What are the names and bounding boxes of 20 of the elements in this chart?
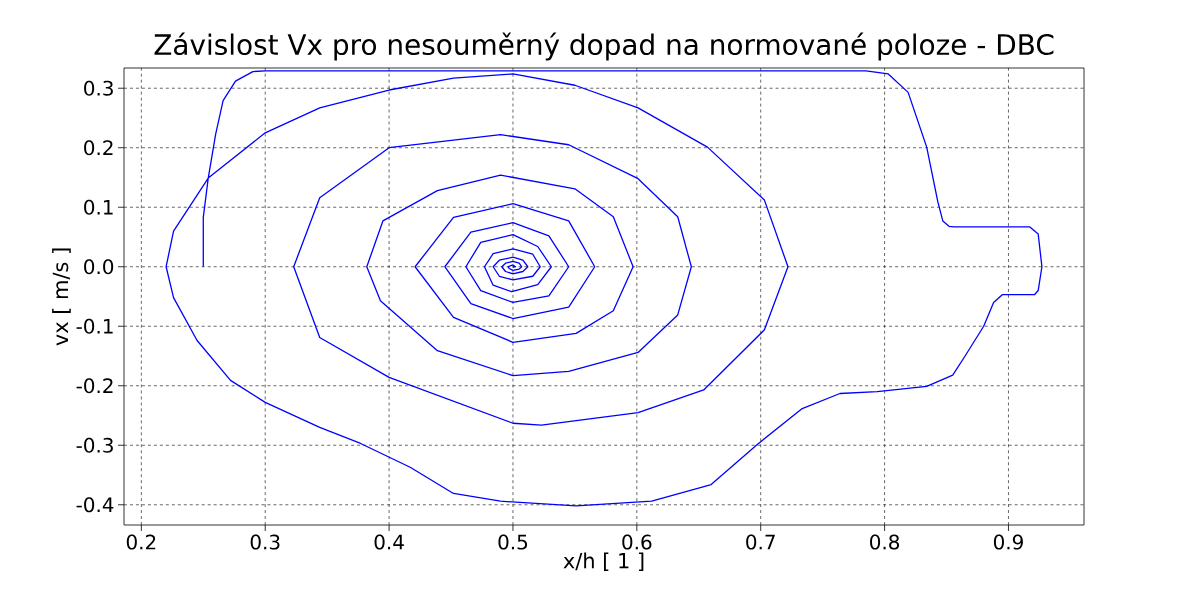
y-tick-label: -0.4 [76,497,114,513]
line-series [165,70,1043,507]
x-axis-title: x/h [ 1 ] [563,552,644,572]
y-tick-label: 0.3 [84,80,113,96]
y-tick-label: 0.0 [84,259,114,275]
y-axis-title: vx [ m/s ] [52,248,71,346]
y-tick-label: -0.1 [76,318,113,334]
y-tick-label: -0.3 [76,437,113,453]
y-tick-label: -0.2 [76,378,113,394]
y-tick-label: 0.1 [84,199,113,215]
y-tick-label: 0.2 [84,140,113,156]
x-tick-label: 0.5 [498,534,528,550]
x-tick-label: 0.3 [250,534,280,550]
x-tick-label: 0.9 [993,534,1023,550]
x-tick-label: 0.7 [746,534,775,550]
x-tick-label: 0.6 [622,534,652,550]
x-tick-label: 0.2 [126,534,156,550]
chart-title: Závislost Vx pro nesouměrný dopad na normované poloze - DBC [154,32,1054,61]
x-tick-label: 0.8 [870,534,900,550]
x-tick-label: 0.4 [374,534,404,550]
